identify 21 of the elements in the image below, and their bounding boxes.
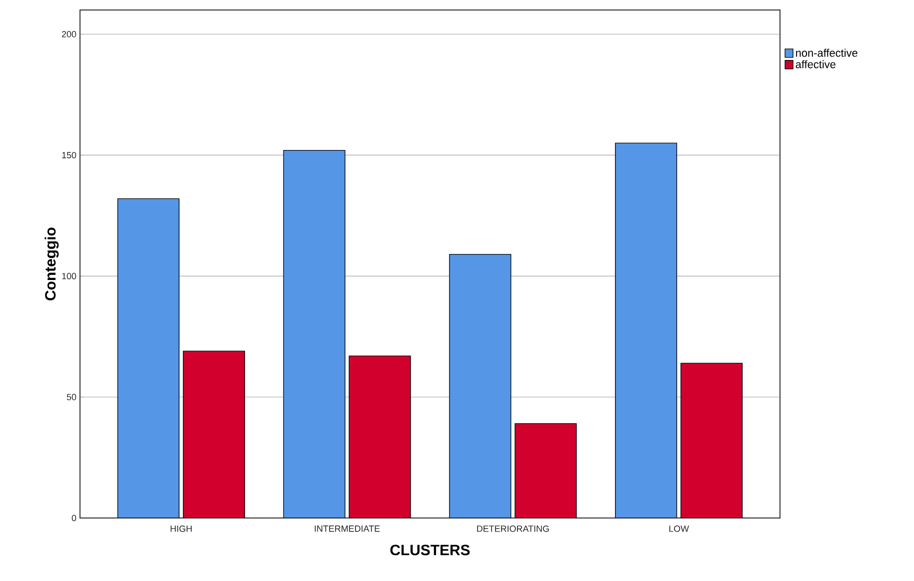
legend-label: non-affective <box>796 48 858 57</box>
bar <box>615 142 678 518</box>
bar <box>183 351 245 518</box>
y-tick-label: 50 <box>66 394 76 400</box>
x-axis-title: CLUSTERS <box>390 544 470 556</box>
bar <box>348 356 411 518</box>
bar <box>283 150 346 518</box>
bar <box>118 198 180 518</box>
y-tick-label: 100 <box>62 272 76 280</box>
x-tick-label: LOW <box>669 526 690 532</box>
x-tick-label: INTERMEDIATE <box>314 526 380 532</box>
bar <box>449 254 512 518</box>
y-tick-label: 0 <box>72 514 76 522</box>
bar <box>514 423 577 518</box>
bar <box>680 362 743 518</box>
x-tick-label: HIGH <box>170 526 192 532</box>
y-tick-label: 150 <box>62 152 76 158</box>
y-tick-label: 200 <box>62 31 76 38</box>
y-axis-title: Conteggio <box>44 228 59 300</box>
legend-label: affective <box>796 60 836 68</box>
x-tick-label: DETERIORATING <box>477 526 549 532</box>
